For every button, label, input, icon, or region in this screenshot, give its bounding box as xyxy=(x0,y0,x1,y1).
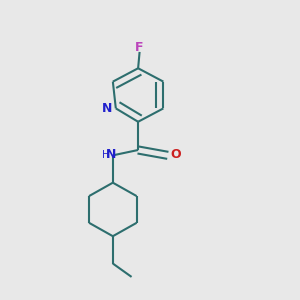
Text: N: N xyxy=(106,148,116,161)
Text: H: H xyxy=(102,150,109,160)
Text: F: F xyxy=(135,41,144,54)
Text: N: N xyxy=(102,102,113,115)
Text: O: O xyxy=(170,148,181,161)
